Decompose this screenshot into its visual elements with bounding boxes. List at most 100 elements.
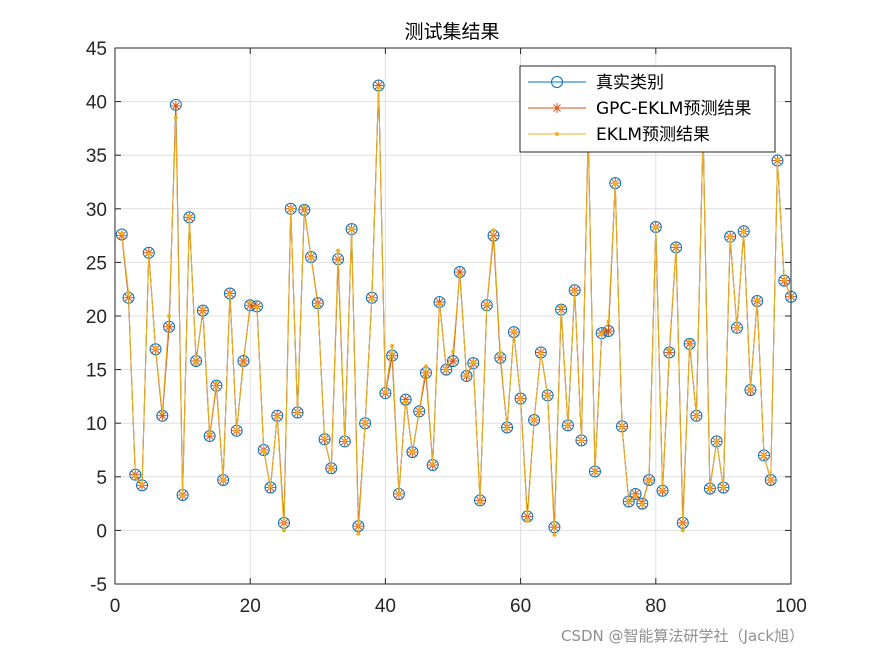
legend: 真实类别 GPC-EKLM预测结果 EKLM预测结果: [519, 65, 776, 153]
y-tick-label: 45: [86, 39, 107, 60]
data-point: [647, 479, 652, 484]
y-tick-label: 10: [86, 414, 107, 435]
data-point: [451, 349, 455, 354]
data-point: [734, 325, 739, 330]
y-tick-label: 40: [86, 93, 107, 114]
data-point: [471, 360, 476, 365]
data-point: [187, 214, 192, 219]
data-point: [518, 397, 523, 402]
data-point: [406, 446, 419, 459]
data-point: [626, 500, 631, 505]
data-point: [309, 256, 314, 261]
legend-label: EKLM预测结果: [596, 125, 710, 145]
data-point: [552, 532, 557, 537]
data-point: [214, 380, 219, 385]
data-point: [538, 351, 543, 356]
data-point: [714, 439, 719, 444]
data-point: [329, 467, 334, 472]
y-tick-label: 0: [96, 521, 107, 542]
legend-item: 真实类别: [528, 73, 664, 93]
data-point: [173, 115, 178, 120]
data-point: [782, 277, 787, 282]
data-point: [613, 181, 618, 186]
data-point: [440, 363, 453, 376]
plot-area: [115, 79, 797, 537]
data-point: [545, 393, 550, 398]
data-point: [234, 428, 239, 433]
data-point: [423, 364, 428, 369]
data-point: [153, 346, 158, 351]
data-point: [741, 229, 746, 234]
data-point: [221, 478, 226, 483]
data-point: [342, 438, 347, 443]
data-point: [629, 487, 642, 500]
data-point: [511, 329, 516, 334]
data-point: [248, 300, 253, 305]
data-point: [288, 206, 293, 211]
data-point: [146, 251, 151, 256]
x-tick-label: 0: [110, 596, 121, 617]
data-point: [505, 426, 510, 431]
y-tick-label: -5: [90, 575, 107, 596]
data-point: [680, 528, 685, 533]
data-point: [268, 484, 273, 489]
chart-title: 测试集结果: [404, 21, 499, 43]
data-point: [410, 450, 415, 455]
data-point: [464, 372, 469, 377]
legend-item: GPC-EKLM预测结果: [528, 99, 751, 119]
data-point: [376, 85, 381, 90]
data-point: [194, 361, 199, 366]
data-point: [282, 528, 286, 533]
data-point: [261, 449, 266, 454]
data-point: [728, 234, 733, 239]
data-point: [207, 431, 212, 436]
y-tick-label: 20: [86, 307, 107, 328]
data-point: [592, 470, 597, 475]
data-point: [710, 435, 723, 448]
data-point: [444, 367, 449, 372]
x-tick-label: 40: [375, 596, 396, 617]
data-point: [667, 347, 672, 352]
x-tick-label: 100: [775, 596, 807, 617]
data-point: [775, 157, 780, 162]
data-point: [498, 350, 503, 355]
data-point: [694, 414, 699, 419]
series-line: [121, 87, 792, 535]
data-point: [241, 362, 246, 367]
data-point: [413, 405, 426, 418]
data-point: [532, 417, 537, 422]
data-point: [491, 228, 496, 233]
data-point: [660, 487, 665, 492]
data-point: [140, 482, 145, 487]
data-point: [164, 321, 175, 332]
data-point: [302, 204, 307, 209]
data-point: [755, 297, 760, 302]
legend-marker: [555, 132, 559, 136]
data-point: [687, 338, 692, 343]
data-point: [620, 424, 624, 429]
data-point: [430, 461, 435, 466]
legend-item: EKLM预测结果: [528, 125, 710, 145]
y-tick-label: 25: [86, 253, 107, 274]
data-point: [606, 319, 611, 324]
legend-label: 真实类别: [596, 73, 664, 93]
data-point: [484, 302, 489, 307]
data-point: [322, 436, 327, 441]
y-tick-label: 30: [86, 200, 107, 221]
x-tick-label: 20: [240, 596, 261, 617]
data-point: [275, 414, 280, 419]
data-point: [349, 227, 354, 232]
legend-label: GPC-EKLM预测结果: [596, 99, 751, 119]
data-point: [383, 390, 388, 395]
data-point: [254, 305, 259, 310]
data-point: [200, 306, 205, 311]
data-point: [437, 302, 442, 307]
data-point: [721, 485, 726, 490]
y-tick-label: 5: [96, 468, 107, 489]
data-point: [457, 273, 462, 278]
legend-marker: [552, 103, 562, 113]
data-point: [630, 488, 641, 499]
data-point: [633, 494, 638, 499]
data-point: [295, 410, 300, 415]
